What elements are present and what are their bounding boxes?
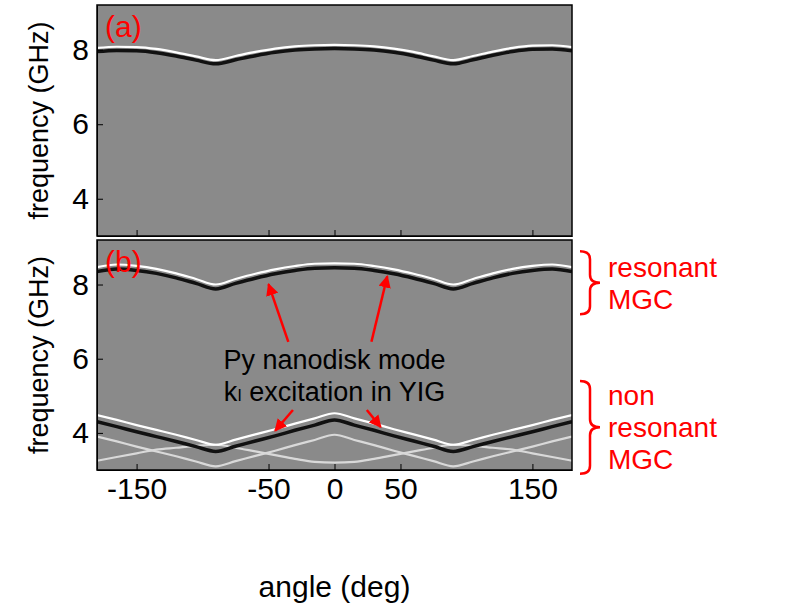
y-tick: 6 xyxy=(72,342,103,375)
annotation: Py nanodisk mode xyxy=(223,345,445,375)
plot-background xyxy=(97,240,572,470)
x-tick xyxy=(137,230,138,236)
panel: 4 6 8 -150 -50 0 50 150 (b) Py nanodisk modekₗ ex… xyxy=(72,240,572,505)
panel: 4 6 8 (a) xyxy=(72,5,572,237)
y-tick: 4 xyxy=(72,416,103,449)
mode-curve xyxy=(97,49,572,64)
mode-curve xyxy=(97,420,572,452)
y-tick: 8 xyxy=(72,33,103,66)
annotation-arrow xyxy=(275,410,293,431)
figure: 4 6 8 (a) frequency (GHz) 4 6 8 -150 -50 0 50 150 (b)… xyxy=(0,0,789,609)
annotation-arrow xyxy=(269,284,289,342)
x-tick xyxy=(335,230,336,236)
y-axis: 4 6 8 xyxy=(72,6,103,237)
tick-mark xyxy=(400,230,401,236)
tick-mark xyxy=(532,464,533,470)
x-tick xyxy=(400,230,401,236)
mode-curve xyxy=(97,268,572,289)
tick-mark xyxy=(137,230,138,236)
tick-label: 50 xyxy=(384,472,417,505)
tick-mark xyxy=(137,464,138,470)
plot-area xyxy=(97,263,572,466)
annotation-arrow xyxy=(367,410,381,427)
tick-mark xyxy=(335,464,336,470)
tick-label: -150 xyxy=(107,472,167,505)
annotation-arrow xyxy=(371,276,387,342)
panel-label: (a) xyxy=(105,10,142,43)
tick-mark xyxy=(97,359,103,360)
plot-frame xyxy=(97,5,572,236)
y-axis-title: frequency (GHz) xyxy=(24,21,54,219)
tick-label: 8 xyxy=(72,33,89,66)
group-label: nonresonantMGC xyxy=(608,380,717,475)
y-tick: 4 xyxy=(72,182,103,215)
tick-label: 150 xyxy=(508,472,558,505)
tick-label: 0 xyxy=(327,472,344,505)
tick-mark xyxy=(400,464,401,470)
tick-mark xyxy=(532,230,533,236)
tick-label: -50 xyxy=(247,472,290,505)
tick-mark xyxy=(97,50,103,51)
group-label: resonantMGC xyxy=(608,252,717,315)
annotation: kₗ excitation in YIG xyxy=(224,377,446,407)
tick-mark xyxy=(97,199,103,200)
x-axis-title: angle (deg) xyxy=(259,570,411,603)
tick-label: 8 xyxy=(72,268,89,301)
tick-mark xyxy=(269,230,270,236)
group-brace xyxy=(580,381,600,474)
x-tick xyxy=(269,230,270,236)
y-axis: 4 6 8 xyxy=(72,241,103,471)
tick-label: 6 xyxy=(72,342,89,375)
tick-label: 4 xyxy=(72,182,89,215)
y-tick: 6 xyxy=(72,107,103,140)
tick-mark xyxy=(97,285,103,286)
panel-label: (b) xyxy=(105,245,142,278)
plot-background xyxy=(97,5,572,236)
y-axis-title: frequency (GHz) xyxy=(24,256,54,454)
tick-label: 6 xyxy=(72,107,89,140)
tick-label: 4 xyxy=(72,416,89,449)
tick-mark xyxy=(97,124,103,125)
tick-mark xyxy=(335,230,336,236)
y-tick: 8 xyxy=(72,268,103,301)
group-brace xyxy=(580,251,600,314)
tick-mark xyxy=(269,464,270,470)
x-tick xyxy=(532,230,533,236)
plot-frame xyxy=(97,240,572,470)
plot-area xyxy=(97,45,572,64)
tick-mark xyxy=(97,433,103,434)
